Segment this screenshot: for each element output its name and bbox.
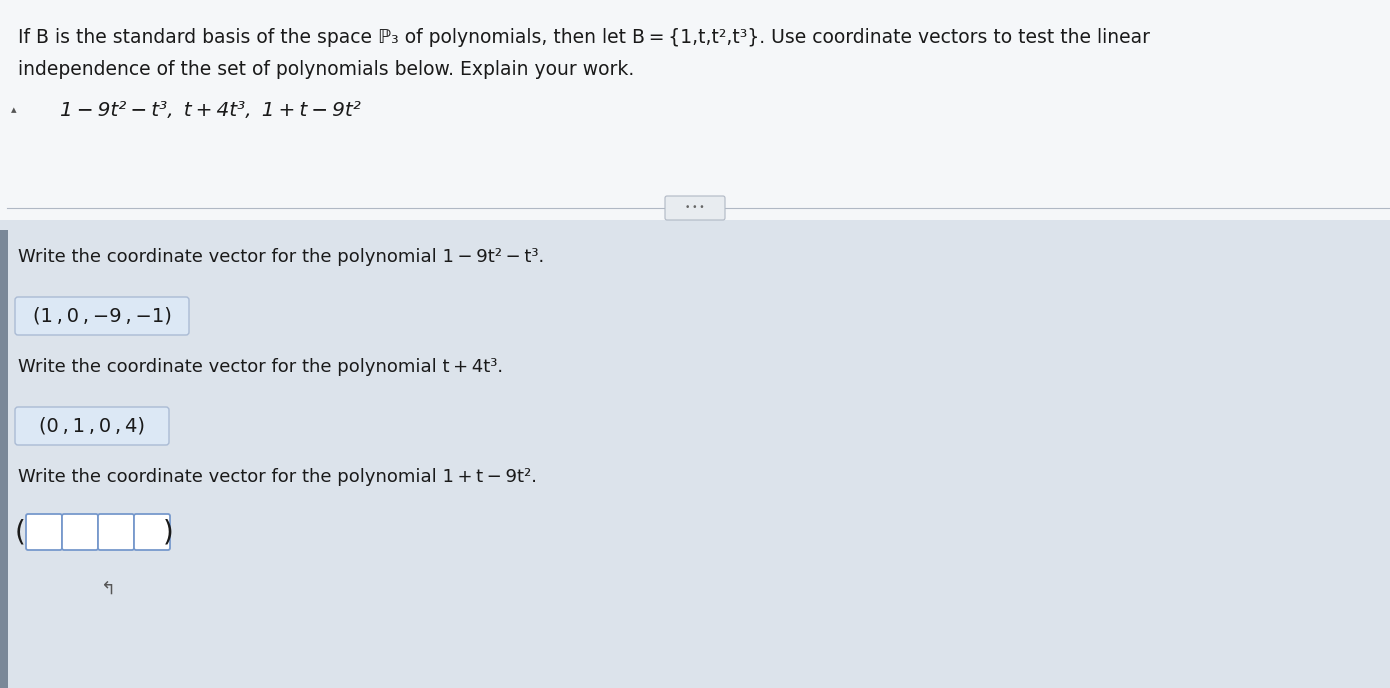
FancyBboxPatch shape	[99, 514, 133, 550]
Text: If B is the standard basis of the space ℙ₃ of polynomials, then let B = {1,t,t²,: If B is the standard basis of the space …	[18, 28, 1150, 47]
Bar	[0, 0, 1390, 220]
Text: Write the coordinate vector for the polynomial t + 4t³.: Write the coordinate vector for the poly…	[18, 358, 503, 376]
Text: Write the coordinate vector for the polynomial 1 − 9t² − t³.: Write the coordinate vector for the poly…	[18, 248, 545, 266]
FancyBboxPatch shape	[15, 297, 189, 335]
Text: ): )	[163, 518, 174, 546]
FancyBboxPatch shape	[15, 407, 170, 445]
FancyBboxPatch shape	[664, 196, 726, 220]
FancyBboxPatch shape	[63, 514, 99, 550]
FancyBboxPatch shape	[133, 514, 170, 550]
Text: independence of the set of polynomials below. Explain your work.: independence of the set of polynomials b…	[18, 60, 634, 79]
Text: ↳: ↳	[95, 575, 110, 593]
Bar	[0, 230, 8, 688]
Text: ▴: ▴	[11, 105, 17, 115]
Text: • • •: • • •	[685, 204, 705, 213]
Text: (1 , 0 , −9 , −1): (1 , 0 , −9 , −1)	[32, 306, 171, 325]
Text: 1 − 9t² − t³, t + 4t³, 1 + t − 9t²: 1 − 9t² − t³, t + 4t³, 1 + t − 9t²	[60, 100, 361, 120]
Text: (0 , 1 , 0 , 4): (0 , 1 , 0 , 4)	[39, 416, 145, 436]
Text: (: (	[15, 518, 25, 546]
FancyBboxPatch shape	[26, 514, 63, 550]
Bar	[0, 220, 1390, 688]
Text: Write the coordinate vector for the polynomial 1 + t − 9t².: Write the coordinate vector for the poly…	[18, 468, 537, 486]
